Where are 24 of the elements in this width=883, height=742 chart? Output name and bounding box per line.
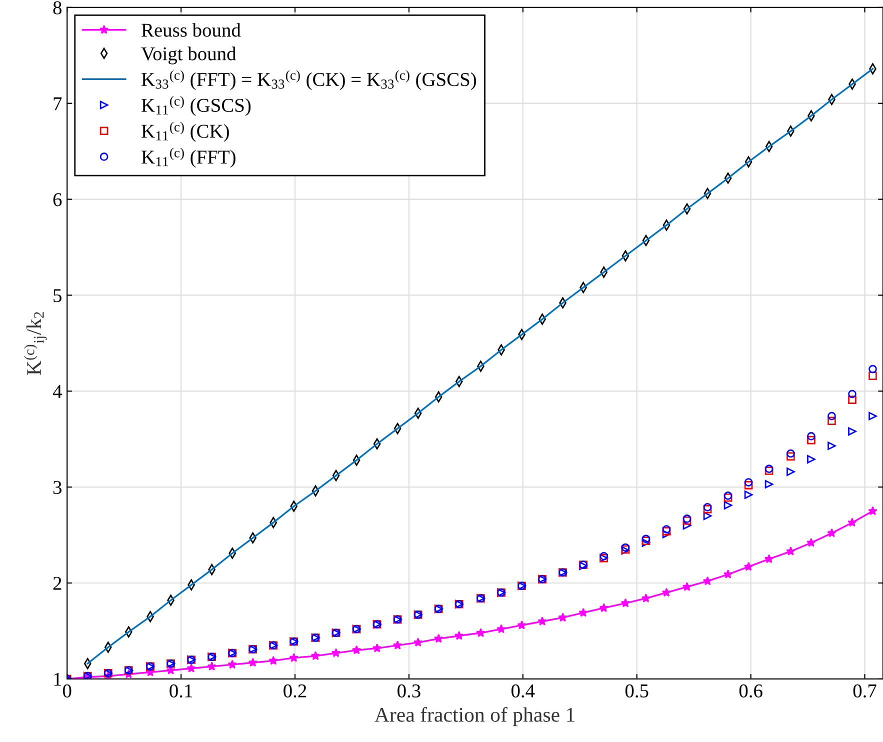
- x-tick-label: 0.7: [853, 684, 876, 698]
- legend-label: K$_{11}$$^{(c)}$ (CK): [142, 122, 229, 142]
- text: K$_{33}$$^{(c)}$ (FFT) = K$_{33}$$^{(c)}$ (CK) = K$_{33}$$^{(c)}$ (GSCS): [142, 70, 476, 90]
- x-tick-label: 0.6: [739, 684, 762, 698]
- x-tick-label: 0.4: [512, 684, 535, 698]
- x-tick-label: 0.3: [398, 684, 420, 698]
- legend-label: K$_{11}$$^{(c)}$ (GSCS): [142, 96, 251, 116]
- x-tick-label: 0.2: [284, 684, 306, 698]
- x-tick-label: 0: [62, 684, 72, 698]
- y-tick-label: 5: [54, 289, 62, 302]
- y-tick-label: 1: [54, 672, 62, 686]
- legend-label: Reuss bound: [142, 23, 241, 37]
- x-axis-title: Area fraction of phase 1: [374, 706, 574, 726]
- y-tick-label: 3: [53, 480, 62, 494]
- y-tick-label: 8: [53, 1, 62, 14]
- y-tick-label: 4: [52, 385, 62, 398]
- y-tick-label: 7: [54, 97, 62, 110]
- legend-label: Voigt bound: [141, 46, 236, 64]
- y-axis-title: K$^{(c)}$$_{ij}$/k$_{2}$: [24, 312, 47, 375]
- y-tick-label: 6: [53, 193, 62, 206]
- x-tick-label: 0.1: [170, 684, 192, 698]
- x-tick-label: 0.5: [625, 684, 648, 698]
- legend-label: K$_{11}$$^{(c)}$ (FFT): [142, 148, 236, 168]
- y-tick-label: 2: [53, 576, 62, 590]
